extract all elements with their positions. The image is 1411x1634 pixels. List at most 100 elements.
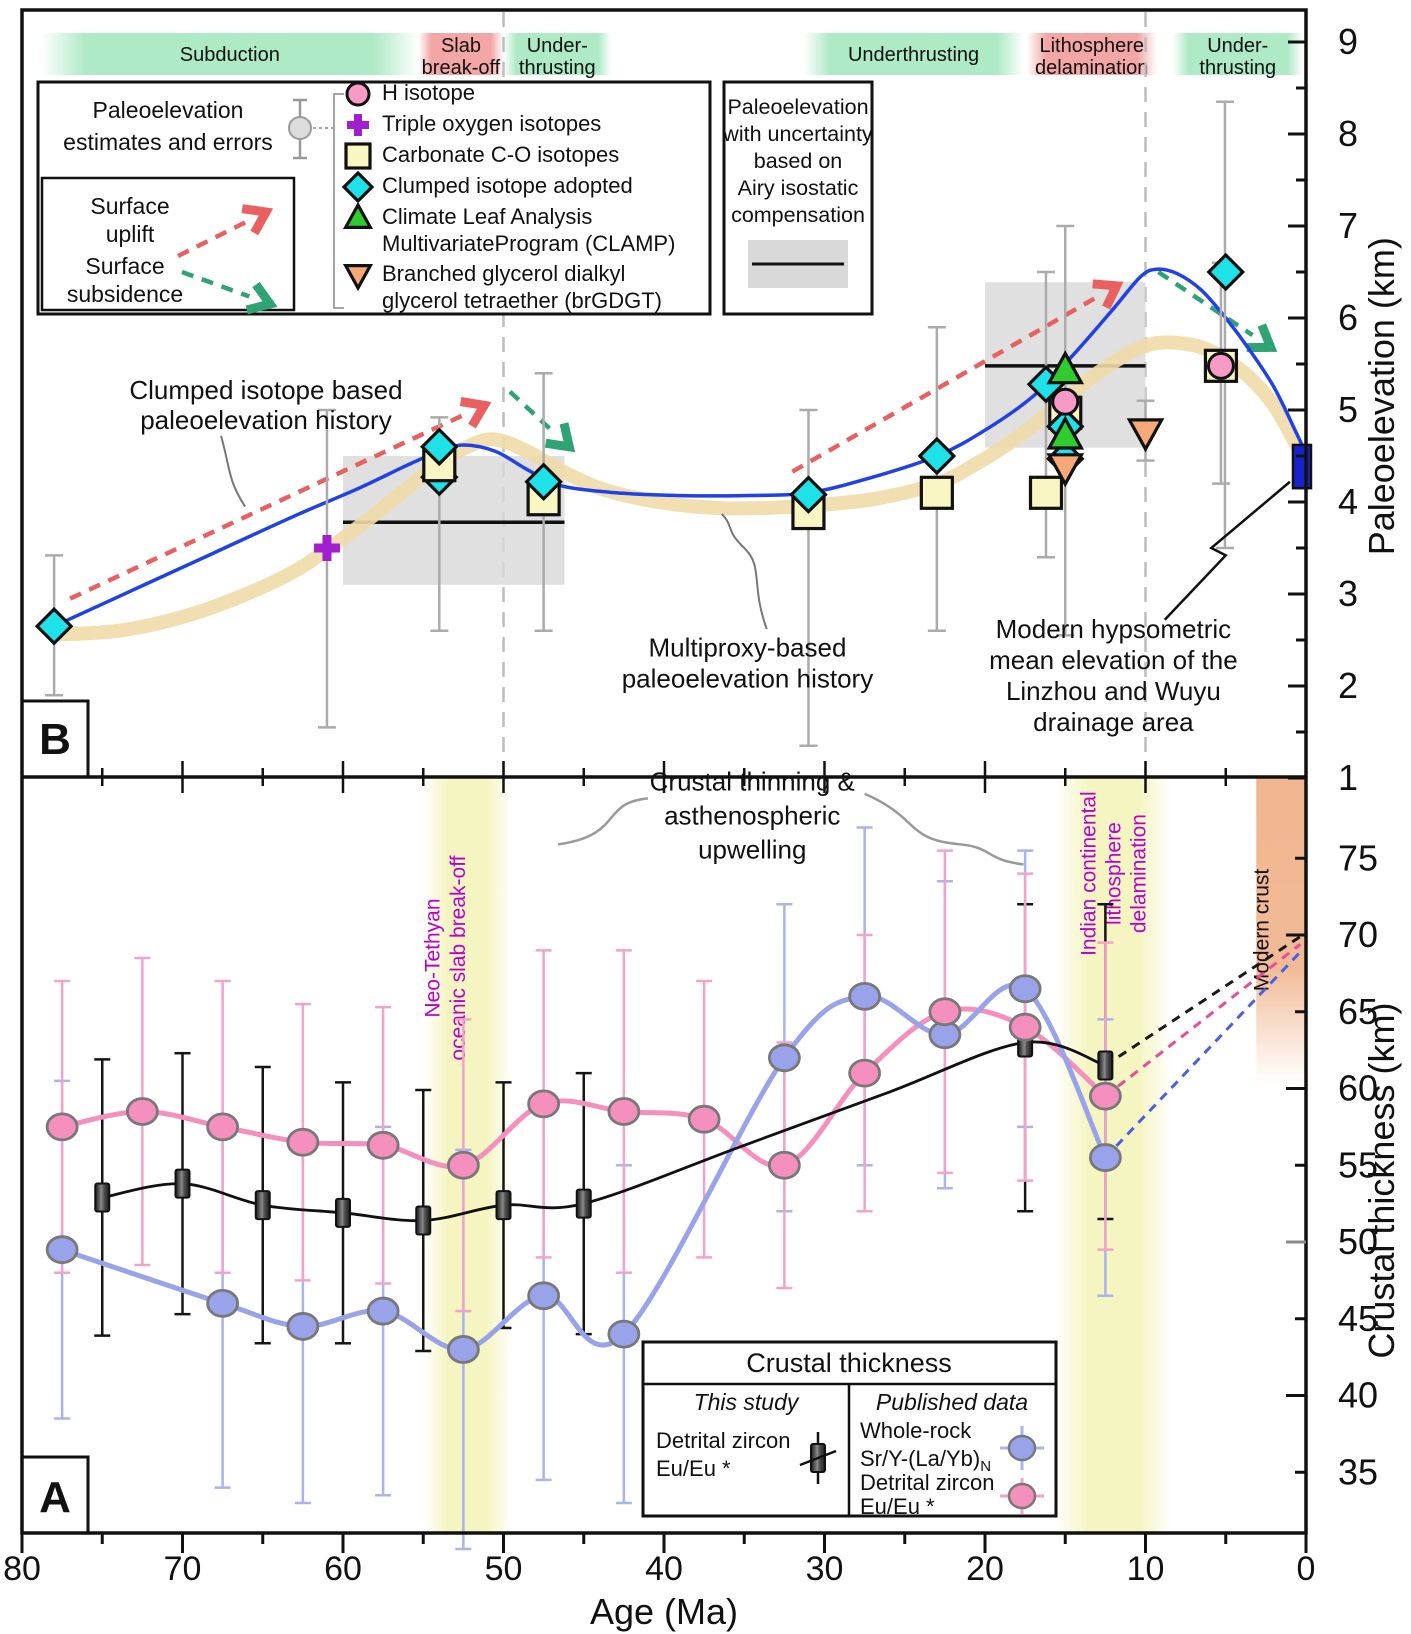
legend-published: Published data (876, 1389, 1028, 1415)
panel-b: Subduction Slabbreak-offUnder-thrustingUn… (20, 12, 1313, 779)
legend-item-label: Triple oxygen isotopes (382, 111, 601, 136)
legend-entry: Eu/Eu * (860, 1494, 935, 1519)
band-label: Under- (1207, 35, 1268, 57)
legend-paleoelevation: Paleoelevation estimates and errors Surfac… (36, 80, 712, 316)
annotation-crustal-thinning: upwelling (698, 835, 806, 865)
legend-entry: Sr/Y-(La/Yb)N (860, 1446, 991, 1475)
markers-published_whole_rock_sr_y_la_yb (45, 974, 1122, 1364)
x-tick-label: 20 (966, 1550, 1004, 1588)
band-label: Under- (527, 35, 588, 57)
x-tick-label: 70 (164, 1550, 202, 1588)
legend-bracket (333, 93, 344, 309)
event-band-label: Neo-Tethyan (421, 898, 444, 1017)
legend-item-label: Climate Leaf Analysis (382, 204, 592, 229)
annotation-crustal-thinning: Crustal thinning & (650, 767, 855, 797)
markers-published_detrital_zircon (45, 997, 1122, 1180)
band-label: delamination (1035, 57, 1148, 79)
surface-arrows (69, 270, 1278, 601)
legend-airy: Paleoelevation with uncertainty based on Ai… (722, 80, 874, 316)
modern-crust-band (1256, 776, 1306, 1084)
annotation-modern-hypsometric: mean elevation of the (989, 645, 1238, 675)
annotation-modern-hypsometric: drainage area (1033, 707, 1194, 737)
legend-airy-label: Paleoelevation (727, 95, 868, 119)
axes: 80 70 60 50 40 30 20 10 0 Age (Ma) 1 2 3 45 6 7 8 9 Paleoe… (3, 8, 1402, 1632)
legend-item-label: Clumped isotope adopted (382, 173, 633, 198)
annotation-multiproxy: paleoelevation history (622, 664, 874, 694)
paleoelevation-markers (34, 252, 1246, 646)
band-label: Underthrusting (848, 44, 979, 66)
band-label: Subduction (180, 44, 280, 66)
y-axis-title-a: Crustal thickness (km) (1361, 1003, 1402, 1359)
x-tick-label: 30 (806, 1550, 844, 1588)
band-label: thrusting (1199, 57, 1276, 79)
y-tick-label-b: 9 (1338, 21, 1358, 62)
panel-b-annotations: Clumped isotope based paleoelevation hist… (129, 375, 1291, 737)
y-tick-label-a: 70 (1338, 914, 1378, 955)
legend-uplift-label: uplift (106, 221, 155, 247)
x-tick-label: 50 (485, 1550, 523, 1588)
y-tick-label-b: 3 (1338, 573, 1358, 614)
y-tick-label-a: 35 (1338, 1451, 1378, 1492)
x-tick-label: 40 (645, 1550, 683, 1588)
legend-entry: Detrital zircon (656, 1428, 790, 1453)
x-axis-title: Age (Ma) (590, 1591, 738, 1632)
band-label: thrusting (519, 57, 596, 79)
panel-a-letter: A (39, 1473, 71, 1522)
event-band-label: lithosphere (1103, 822, 1126, 925)
event-band-label: Indian continental (1078, 791, 1101, 956)
legend-airy-label: compensation (731, 203, 865, 227)
y-tick-label-b: 8 (1338, 113, 1358, 154)
legend-subsidence-label: subsidence (67, 281, 183, 307)
modern-hypsometric-bar (1291, 443, 1313, 490)
black-curve (102, 1040, 1106, 1223)
band-label: Slab (441, 35, 481, 57)
modern-crust-label: Modern crust (1250, 869, 1273, 992)
legend-crustal-thickness: Crustal thickness This study Detrital zirc… (641, 1340, 1058, 1519)
y-tick-label-b: 2 (1338, 665, 1358, 706)
band-label: break-off (422, 57, 501, 79)
band-label: Lithosphere (1039, 35, 1144, 57)
y-tick-label-b: 6 (1338, 297, 1358, 338)
y-axis-title-b: Paleoelevation (km) (1361, 237, 1402, 555)
annotation-modern-hypsometric: Linzhou and Wuyu (1006, 676, 1221, 706)
y-tick-label-b: 1 (1338, 757, 1358, 798)
legend-this-study: This study (694, 1389, 800, 1415)
annotation-modern-hypsometric: Modern hypsometric (996, 614, 1232, 644)
markers-this_study_detrital_zircon (94, 1027, 1114, 1236)
y-tick-label-a: 50 (1338, 1221, 1378, 1262)
annotation-multiproxy: Multiproxy-based (648, 633, 846, 663)
annotation-crustal-thinning: asthenospheric (664, 801, 840, 831)
legend-subsidence-label: Surface (85, 253, 164, 279)
y-tick-label-a: 55 (1338, 1144, 1378, 1185)
x-tick-label: 10 (1127, 1550, 1165, 1588)
legend-entry: Eu/Eu * (656, 1456, 731, 1481)
y-tick-label-b: 5 (1338, 389, 1358, 430)
x-tick-label: 60 (324, 1550, 362, 1588)
legend-estimates-label: Paleoelevation (93, 97, 244, 123)
legend-item-label: Branched glycerol dialkyl (382, 261, 625, 286)
annotation-clumped: Clumped isotope based (129, 375, 402, 405)
y-tick-label-a: 65 (1338, 991, 1378, 1032)
y-tick-label-b: 7 (1338, 205, 1358, 246)
y-tick-label-a: 45 (1338, 1298, 1378, 1339)
legend-entry: Whole-rock (860, 1418, 972, 1443)
legend-item-label: glycerol tetraether (brGDGT) (382, 288, 662, 313)
event-band-label: oceanic slab break-off (447, 855, 470, 1060)
y-tick-label-a: 60 (1338, 1068, 1378, 1109)
legend-a-title: Crustal thickness (746, 1348, 952, 1378)
legend-item-label: MultivariateProgram (CLAMP) (382, 231, 675, 256)
tectonic-bands: Subduction Slabbreak-offUnder-thrustingUn… (41, 33, 1303, 79)
x-tick-label: 80 (3, 1550, 41, 1588)
panel-b-letter: B (39, 715, 71, 764)
legend-uplift-label: Surface (90, 193, 169, 219)
legend-estimates-label: estimates and errors (63, 129, 273, 155)
y-tick-label-a: 75 (1338, 837, 1378, 878)
event-band-label: delamination (1128, 814, 1151, 933)
legend-item-label: Carbonate C-O isotopes (382, 142, 619, 167)
x-tick-label: 0 (1297, 1550, 1316, 1588)
y-tick-label-a: 40 (1338, 1375, 1378, 1416)
legend-airy-label: Airy isostatic (738, 176, 859, 200)
legend-item-label: H isotope (382, 80, 475, 105)
